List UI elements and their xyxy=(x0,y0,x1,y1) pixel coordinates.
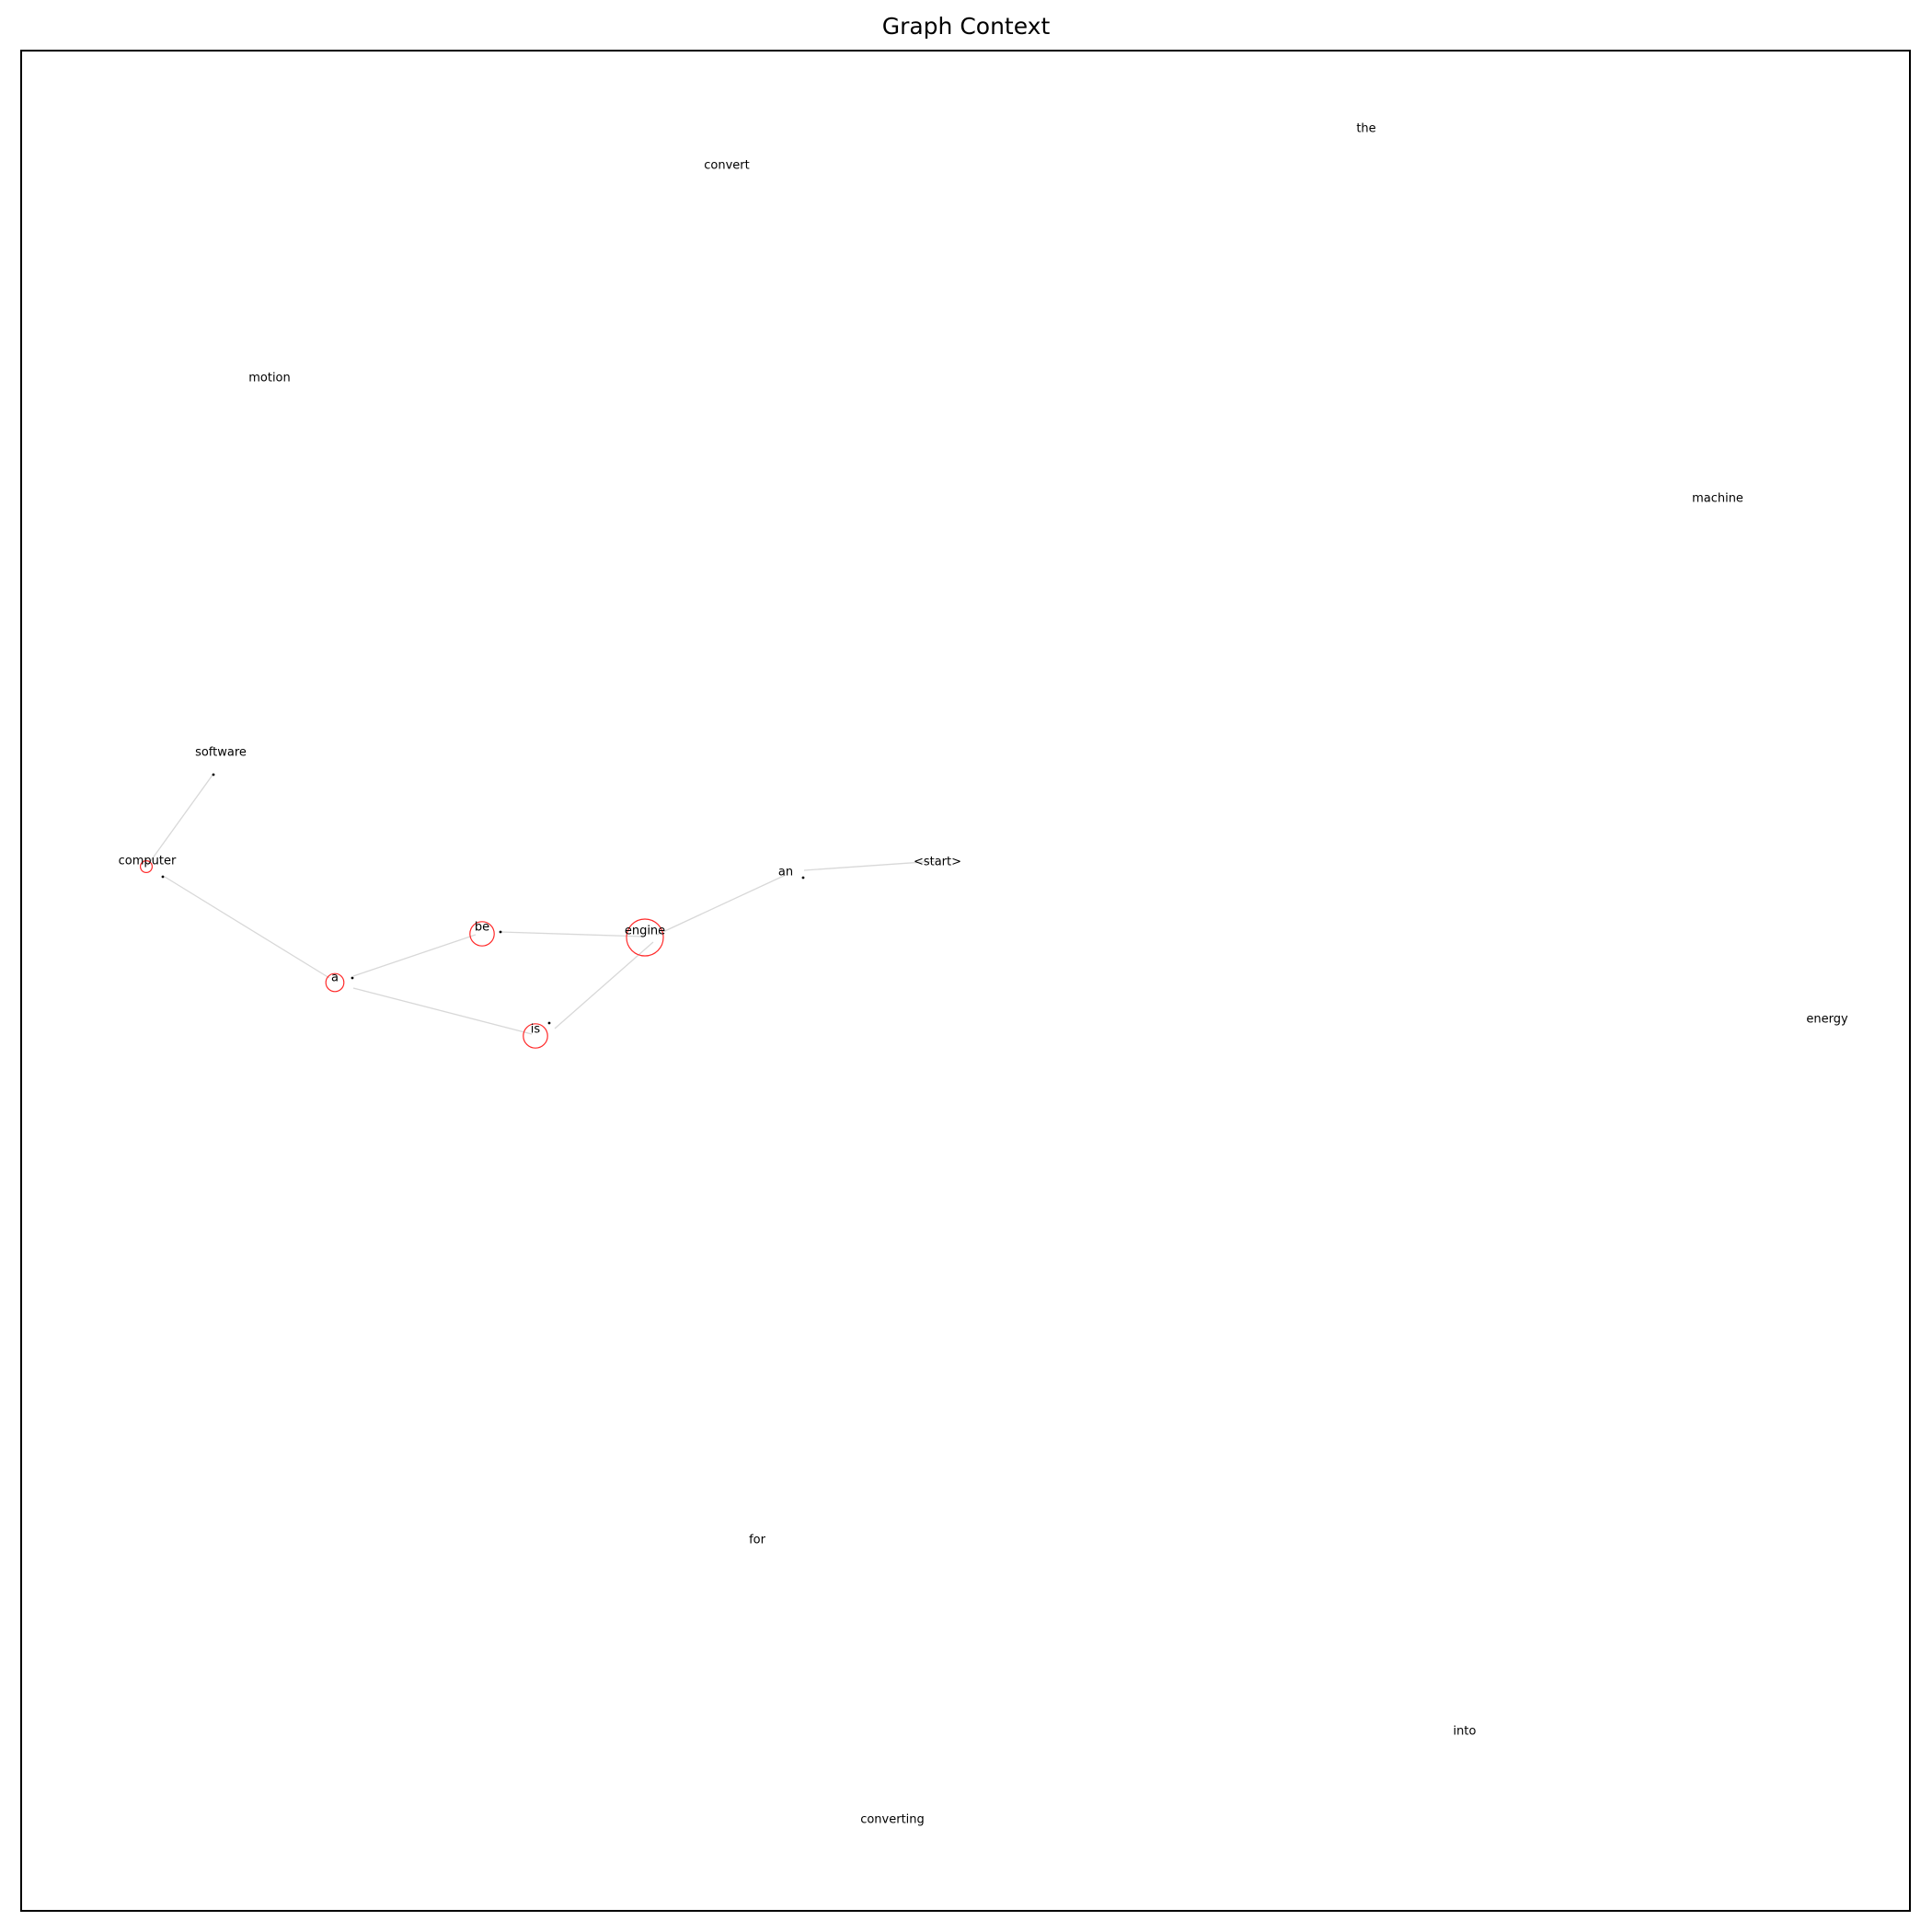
node-label-for: for xyxy=(749,1534,766,1547)
node-dot-an xyxy=(801,876,805,880)
edge-start-an xyxy=(803,860,937,871)
labels-layer: the convert motion machine software computer a… xyxy=(119,122,1848,1827)
node-dot-be xyxy=(499,930,502,934)
node-label-be: be xyxy=(475,921,489,935)
node-dot-software xyxy=(212,773,215,776)
node-ring-computer xyxy=(140,859,154,873)
node-label-software: software xyxy=(195,746,247,760)
node-label-an: an xyxy=(778,866,793,880)
node-label-is: is xyxy=(531,1023,541,1037)
node-ring-be xyxy=(469,921,495,947)
edges-layer xyxy=(146,773,937,1035)
node-dot-a xyxy=(351,976,354,980)
node-dot-computer xyxy=(161,875,165,879)
graph-frame: the convert motion machine software computer a… xyxy=(20,50,1911,1912)
edge-a-computer xyxy=(164,876,330,979)
node-label-the: the xyxy=(1356,122,1375,136)
edge-be-a xyxy=(352,934,477,977)
node-dot-is xyxy=(547,1021,551,1025)
node-label-a: a xyxy=(331,972,339,985)
node-ring-is xyxy=(523,1023,548,1049)
node-label-motion: motion xyxy=(248,372,291,385)
node-label-engine: engine xyxy=(625,925,665,938)
edge-engine-is xyxy=(554,941,654,1029)
node-label-into: into xyxy=(1454,1725,1477,1739)
node-label-start: <start> xyxy=(914,856,961,869)
edge-computer-software xyxy=(146,773,214,867)
node-label-machine: machine xyxy=(1692,492,1743,506)
node-ring-engine xyxy=(626,918,664,957)
node-label-converting: converting xyxy=(860,1813,925,1827)
edge-engine-be xyxy=(500,931,645,937)
node-ring-a xyxy=(325,972,345,993)
node-label-energy: energy xyxy=(1806,1013,1848,1027)
graph-title: Graph Context xyxy=(881,13,1051,40)
edge-is-a xyxy=(352,987,533,1035)
node-label-computer: computer xyxy=(119,855,177,868)
nodes-layer xyxy=(140,773,805,1049)
graph-canvas: the convert motion machine software computer a… xyxy=(119,122,1848,1827)
edge-an-engine xyxy=(656,874,787,936)
node-label-convert: convert xyxy=(704,159,749,173)
